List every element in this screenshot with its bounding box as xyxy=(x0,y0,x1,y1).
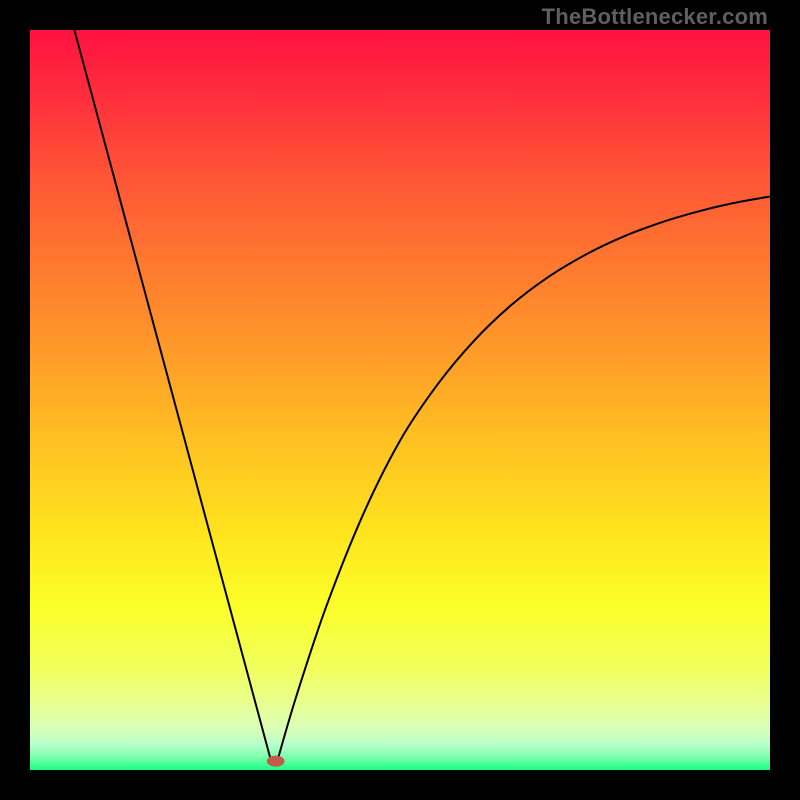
chart-frame: TheBottlenecker.com xyxy=(0,0,800,800)
optimal-marker xyxy=(267,756,285,767)
bottleneck-chart xyxy=(30,30,770,770)
watermark-text: TheBottlenecker.com xyxy=(542,4,768,30)
plot-area xyxy=(30,30,770,770)
gradient-background xyxy=(30,30,770,770)
